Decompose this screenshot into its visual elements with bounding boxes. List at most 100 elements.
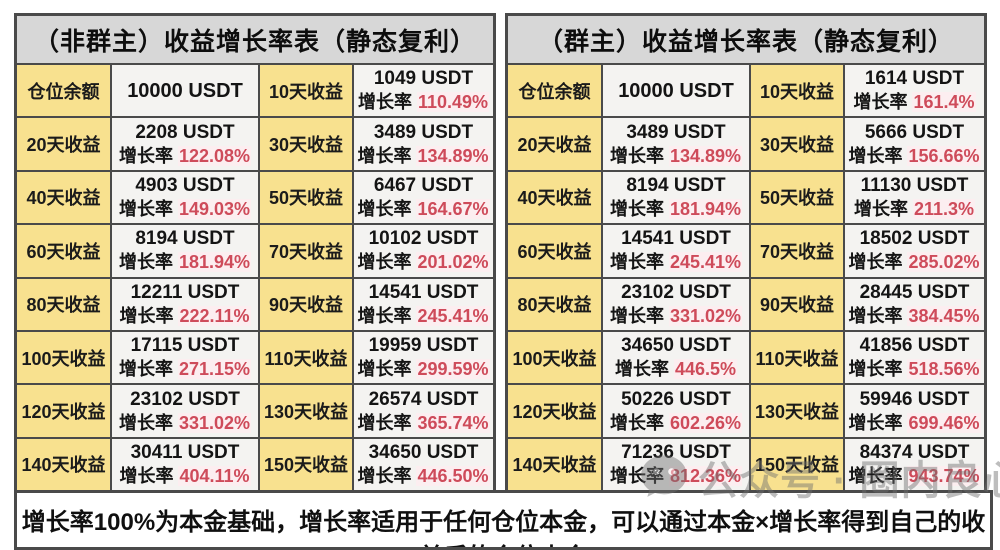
amount-usdt: 84374 USDT: [859, 441, 970, 463]
amount-usdt: 26574 USDT: [368, 388, 479, 410]
row-label: 100天收益: [508, 329, 603, 384]
growth-rate-label: 增长率: [357, 92, 412, 113]
value-cell: 14541 USDT 增长率 245.41%: [354, 276, 493, 330]
growth-rate-line: 增长率 110.49%: [357, 91, 490, 114]
growth-rate-percent: 331.02%: [177, 412, 252, 433]
row-label: 70天收益: [751, 223, 845, 277]
growth-rate-label: 增长率: [118, 359, 173, 380]
value-cell: 23102 USDT 增长率 331.02%: [603, 276, 751, 330]
growth-rate-percent: 943.74%: [907, 465, 981, 486]
value-cell: 71236 USDT 增长率 812.36%: [603, 436, 751, 491]
growth-rate-percent: 164.67%: [416, 198, 490, 219]
growth-rate-line: 增长率 161.4%: [853, 91, 976, 114]
amount-usdt: 1049 USDT: [373, 68, 474, 90]
value-cell: 30411 USDT 增长率 404.11%: [112, 436, 260, 491]
growth-rate-line: 增长率 299.59%: [357, 358, 490, 381]
row-label: 80天收益: [508, 276, 603, 330]
growth-rate-label: 增长率: [119, 465, 174, 486]
growth-rate-label: 增长率: [848, 412, 903, 433]
growth-rate-percent: 122.08%: [177, 145, 252, 166]
value-cell: 23102 USDT 增长率 331.02%: [112, 383, 260, 437]
growth-rate-percent: 211.3%: [912, 198, 976, 219]
growth-rate-percent: 518.56%: [907, 359, 981, 380]
growth-rate-percent: 134.89%: [668, 145, 743, 166]
table-title: （群主）收益增长率表（静态复利）: [508, 16, 984, 63]
growth-rate-label: 增长率: [357, 412, 412, 433]
amount-usdt: 3489 USDT: [373, 121, 474, 143]
growth-rate-label: 增长率: [118, 252, 173, 273]
growth-rate-label: 增长率: [848, 305, 903, 326]
growth-rate-label: 增长率: [609, 412, 664, 433]
row-label: 100天收益: [17, 329, 112, 384]
row-label: 10天收益: [751, 63, 845, 117]
growth-rate-percent: 384.45%: [907, 305, 981, 326]
growth-rate-label: 增长率: [357, 198, 412, 219]
growth-rate-percent: 446.5%: [673, 359, 738, 380]
growth-rate-line: 增长率 365.74%: [357, 412, 490, 435]
amount-usdt: 14541 USDT: [368, 281, 479, 303]
row-label: 仓位余额: [508, 63, 603, 117]
growth-rate-line: 增长率 134.89%: [610, 145, 743, 168]
growth-rate-line: 增长率 404.11%: [119, 465, 251, 488]
growth-rate-percent: 149.03%: [177, 198, 252, 219]
row-label: 120天收益: [17, 383, 112, 437]
growth-rate-percent: 245.41%: [668, 252, 743, 273]
growth-rate-line: 增长率 943.74%: [848, 465, 981, 488]
growth-rate-label: 增长率: [609, 198, 664, 219]
growth-rate-label: 增长率: [118, 198, 173, 219]
row-label: 150天收益: [260, 436, 354, 491]
growth-rate-label: 增长率: [609, 305, 664, 326]
amount-usdt: 2208 USDT: [135, 121, 235, 143]
value-cell: 5666 USDT 增长率 156.66%: [845, 116, 984, 170]
value-cell: 4903 USDT 增长率 149.03%: [112, 169, 260, 224]
row-label: 30天收益: [751, 116, 845, 170]
amount-usdt: 8194 USDT: [626, 174, 726, 196]
row-label: 130天收益: [260, 383, 354, 437]
growth-rate-label: 增长率: [357, 359, 412, 380]
growth-rate-percent: 331.02%: [668, 305, 743, 326]
amount-usdt: 71236 USDT: [621, 441, 731, 463]
value-cell: 3489 USDT 增长率 134.89%: [603, 116, 751, 170]
growth-rate-line: 增长率 331.02%: [119, 412, 252, 435]
growth-rate-label: 增长率: [357, 252, 412, 273]
row-label: 110天收益: [751, 329, 845, 384]
growth-rate-percent: 110.49%: [416, 92, 490, 113]
growth-rate-line: 增长率 149.03%: [118, 198, 252, 221]
value-cell: 41856 USDT 增长率 518.56%: [845, 329, 984, 384]
growth-rate-line: 增长率 122.08%: [119, 145, 252, 168]
growth-rate-percent: 156.66%: [907, 145, 981, 166]
growth-rate-label: 增长率: [853, 92, 908, 113]
value-cell: 34650 USDT 增长率 446.50%: [354, 436, 493, 491]
row-label: 70天收益: [260, 223, 354, 277]
row-label: 140天收益: [508, 436, 603, 491]
growth-rate-percent: 299.59%: [416, 359, 490, 380]
growth-rate-line: 增长率 245.41%: [357, 305, 490, 328]
value-cell: 28445 USDT 增长率 384.45%: [845, 276, 984, 330]
row-label: 10天收益: [260, 63, 354, 117]
value-cell: 1049 USDT 增长率 110.49%: [354, 63, 493, 117]
row-label: 60天收益: [17, 223, 112, 277]
amount-usdt: 19959 USDT: [368, 335, 479, 357]
growth-rate-line: 增长率 446.50%: [357, 465, 490, 488]
growth-rate-percent: 181.94%: [177, 252, 252, 273]
amount-usdt: 4903 USDT: [135, 174, 235, 196]
growth-rate-label: 增长率: [357, 145, 412, 166]
growth-rate-percent: 161.4%: [912, 92, 976, 113]
value-cell: 11130 USDT 增长率 211.3%: [845, 169, 984, 224]
growth-rate-line: 增长率 518.56%: [848, 358, 981, 381]
growth-rate-label: 增长率: [609, 252, 664, 273]
amount-usdt: 30411 USDT: [130, 441, 240, 463]
growth-rate-label: 增长率: [848, 145, 903, 166]
row-label: 150天收益: [751, 436, 845, 491]
growth-rate-percent: 404.11%: [178, 465, 251, 486]
growth-rate-label: 增长率: [357, 305, 412, 326]
value-cell: 8194 USDT 增长率 181.94%: [112, 223, 260, 277]
amount-usdt: 34650 USDT: [368, 441, 479, 463]
growth-rate-line: 增长率 181.94%: [118, 251, 252, 274]
amount-usdt: 11130 USDT: [860, 174, 969, 196]
table-group-owner: （群主）收益增长率表（静态复利） 仓位余额 10000 USDT 10天收益 1…: [505, 13, 987, 494]
growth-rate-line: 增长率 181.94%: [609, 198, 743, 221]
value-cell: 8194 USDT 增长率 181.94%: [603, 169, 751, 224]
growth-rate-line: 增长率 602.26%: [609, 412, 743, 435]
amount-usdt: 1614 USDT: [864, 68, 965, 90]
